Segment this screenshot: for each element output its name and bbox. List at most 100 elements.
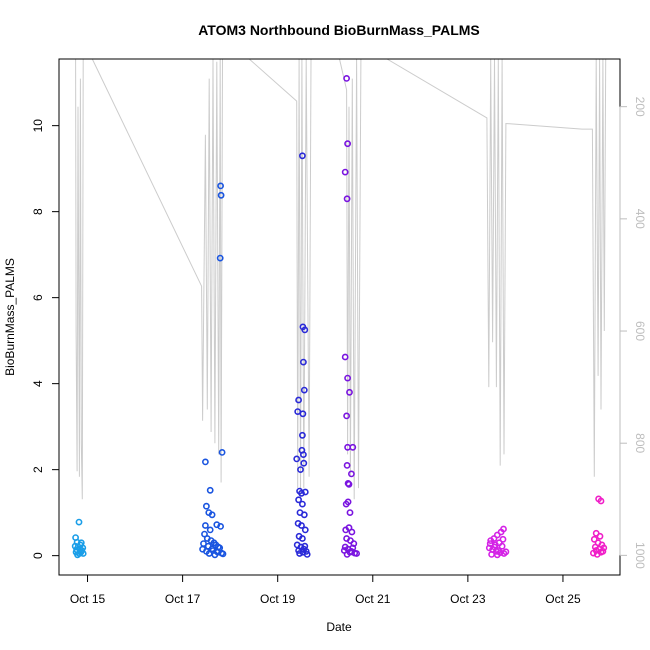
data-point xyxy=(299,358,307,366)
data-point xyxy=(341,168,349,176)
data-point xyxy=(295,396,302,404)
data-point xyxy=(592,547,600,554)
data-point xyxy=(208,511,216,519)
data-point xyxy=(300,459,308,467)
x-tick-label: Oct 19 xyxy=(260,592,296,606)
x-axis-label: Date xyxy=(326,620,352,634)
data-point xyxy=(349,443,357,451)
data-point xyxy=(300,511,308,519)
data-point xyxy=(301,488,309,496)
right-tick-label: 1000 xyxy=(633,542,647,569)
data-point xyxy=(502,548,510,556)
data-point xyxy=(303,551,311,558)
chart-title: ATOM3 Northbound BioBurnMass_PALMS xyxy=(198,22,480,38)
data-point xyxy=(298,500,306,508)
data-point xyxy=(488,551,495,558)
right-tick-label: 800 xyxy=(633,433,647,453)
data-point xyxy=(201,522,209,529)
data-point xyxy=(77,548,85,556)
data-point xyxy=(343,412,350,420)
data-point xyxy=(344,498,352,506)
data-point xyxy=(206,486,214,494)
data-point xyxy=(345,480,353,488)
data-point xyxy=(298,152,306,160)
data-point xyxy=(293,455,301,463)
data-point xyxy=(353,550,360,557)
data-point xyxy=(297,466,304,473)
y-tick-label: 2 xyxy=(31,466,45,473)
data-point xyxy=(590,535,598,543)
data-point xyxy=(348,528,356,536)
data-point xyxy=(343,195,351,203)
data-point xyxy=(217,191,225,199)
data-point xyxy=(219,550,227,558)
data-point xyxy=(340,547,348,554)
x-tick-label: Oct 15 xyxy=(70,592,106,606)
y-tick-label: 0 xyxy=(31,552,45,559)
data-point xyxy=(343,75,350,82)
x-tick-label: Oct 21 xyxy=(355,592,391,606)
data-point xyxy=(216,254,224,262)
data-points-layer xyxy=(71,75,608,559)
right-tick-label: 400 xyxy=(633,209,647,229)
data-point xyxy=(218,448,226,456)
data-point xyxy=(300,386,308,394)
data-point xyxy=(298,535,306,542)
right-axis: 200 400 600 800 1000 xyxy=(619,97,647,569)
data-point xyxy=(301,542,309,550)
data-point xyxy=(344,374,351,382)
right-tick-label: 200 xyxy=(633,97,647,117)
pressure-line xyxy=(75,58,607,500)
data-point xyxy=(498,542,506,550)
data-point xyxy=(491,543,498,551)
data-point xyxy=(71,542,79,550)
data-point xyxy=(301,526,309,534)
y-tick-label: 8 xyxy=(31,208,45,215)
data-point xyxy=(75,518,83,526)
data-point xyxy=(600,544,608,552)
data-point xyxy=(301,326,309,334)
data-point xyxy=(493,531,501,539)
y-tick-label: 6 xyxy=(31,294,45,301)
data-point xyxy=(295,547,302,554)
data-point xyxy=(347,470,355,478)
x-tick-label: Oct 17 xyxy=(165,592,201,606)
data-point xyxy=(299,410,307,418)
data-point xyxy=(499,535,507,543)
data-point xyxy=(298,489,305,497)
y-tick-label: 4 xyxy=(31,380,45,387)
data-point xyxy=(298,431,306,439)
data-point xyxy=(343,461,351,469)
pressure-profile-layer xyxy=(75,58,607,500)
data-point xyxy=(298,522,305,529)
data-point xyxy=(346,509,354,516)
data-point xyxy=(346,388,353,396)
data-point xyxy=(487,537,495,544)
data-point xyxy=(349,544,357,552)
data-point xyxy=(296,550,303,557)
plot-frame xyxy=(58,58,621,576)
x-axis: Oct 15 Oct 17 Oct 19 Oct 21 Oct 23 Oct 25 xyxy=(70,574,581,606)
right-tick-label: 600 xyxy=(633,321,647,341)
data-point xyxy=(200,540,207,547)
data-point xyxy=(206,526,214,534)
data-point xyxy=(596,532,604,540)
data-point xyxy=(201,458,209,466)
data-point xyxy=(202,502,210,510)
data-point xyxy=(344,140,351,148)
data-point xyxy=(597,497,605,505)
data-point xyxy=(299,451,307,458)
data-point xyxy=(217,523,224,530)
x-tick-label: Oct 23 xyxy=(450,592,486,606)
data-point xyxy=(217,182,224,190)
data-point xyxy=(341,353,349,361)
data-point xyxy=(295,496,302,504)
y-axis: 0 2 4 6 8 10 xyxy=(31,119,60,559)
x-tick-label: Oct 25 xyxy=(545,592,581,606)
y-axis-label: BioBurnMass_PALMS xyxy=(3,258,17,376)
data-point xyxy=(493,551,501,559)
data-point xyxy=(213,548,221,555)
data-point xyxy=(294,408,302,415)
data-point xyxy=(486,540,494,547)
